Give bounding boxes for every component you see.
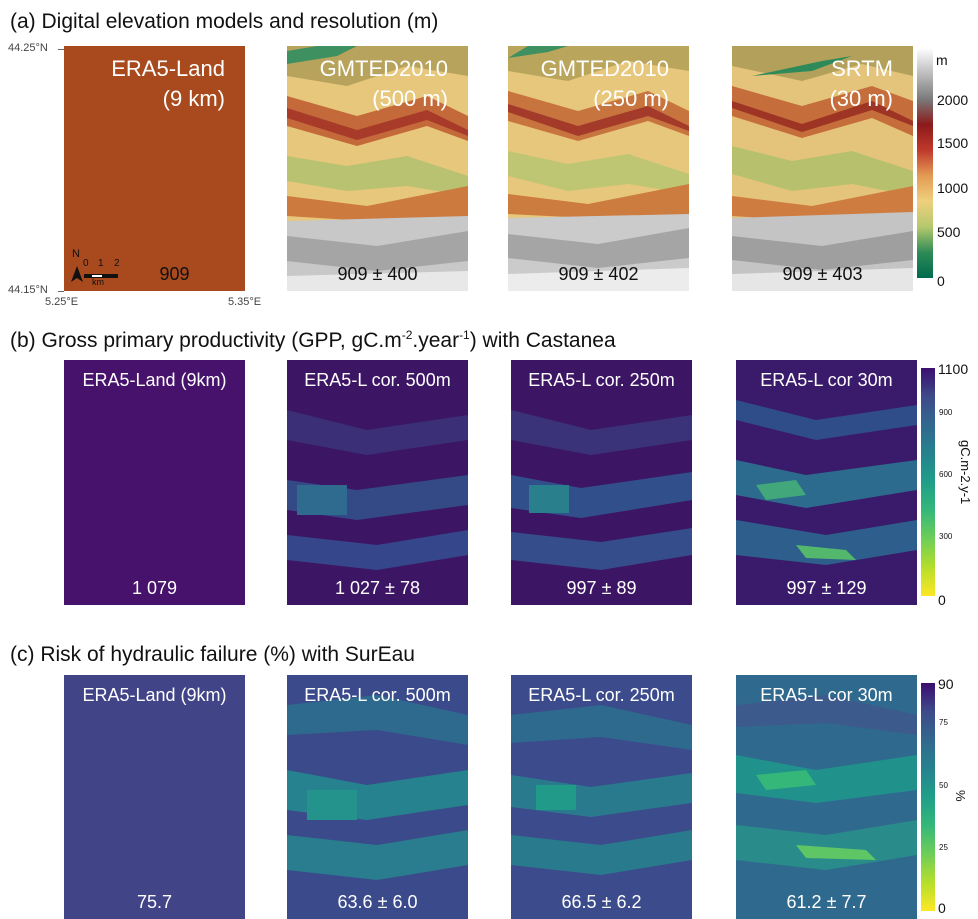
scale-unit: km — [92, 277, 104, 287]
risk-panel-era5: ERA5-Land (9km) 75.7 — [64, 675, 245, 919]
scale-1: 1 — [98, 258, 104, 269]
north-label: N — [72, 248, 80, 260]
dem-srtm-title: SRTM (30 m) — [829, 54, 893, 113]
gpp-tick-1100: 1100 — [938, 361, 969, 377]
risk-500m-value: 63.6 ± 6.0 — [337, 892, 418, 912]
gpp-30m-value: 997 ± 129 — [786, 578, 867, 598]
risk-era5-title: ERA5-Land (9km) — [82, 685, 227, 705]
gpp-250m-value: 997 ± 89 — [566, 578, 637, 598]
dem-gmted250-line2: (250 m) — [593, 85, 669, 111]
gpp-tick-600: 600 — [939, 470, 953, 479]
scale-0: 0 — [83, 258, 89, 269]
gpp-500m-title: ERA5-L cor. 500m — [304, 370, 451, 390]
dem-gmted500-line1: GMTED2010 — [319, 56, 448, 81]
elevation-tick-500: 500 — [937, 224, 961, 240]
risk-250m-title: ERA5-L cor. 250m — [528, 685, 675, 705]
elevation-colorbar — [917, 48, 933, 278]
lat-top-label: 44.25°N — [8, 42, 48, 54]
elevation-tick-1000: 1000 — [937, 180, 969, 196]
risk-tick-90: 90 — [938, 676, 954, 692]
risk-panel-500m: ERA5-L cor. 500m 63.6 ± 6.0 — [287, 675, 468, 919]
gpp-500m-value: 1 027 ± 78 — [335, 578, 420, 598]
dem-era5-value: 909 — [159, 264, 190, 284]
gpp-panel-era5: ERA5-Land (9km) 1 079 — [64, 360, 245, 605]
risk-panel-30m: ERA5-L cor 30m 61.2 ± 7.7 — [736, 675, 917, 919]
section-b-title: (b) Gross primary productivity (GPP, gC.… — [10, 328, 616, 353]
gpp-30m-title: ERA5-L cor 30m — [760, 370, 893, 390]
risk-30m-title: ERA5-L cor 30m — [760, 685, 893, 705]
section-b-title-mid: .year — [412, 329, 460, 352]
section-c-title: (c) Risk of hydraulic failure (%) with S… — [10, 643, 415, 666]
scale-bar-white — [92, 275, 102, 277]
risk-tick-0: 0 — [938, 900, 946, 916]
section-b-sup1: -2 — [401, 328, 413, 342]
dem-gmted500-line2: (500 m) — [372, 85, 448, 111]
risk-tick-50: 50 — [939, 781, 948, 790]
risk-30m-value: 61.2 ± 7.7 — [786, 892, 867, 912]
gpp-tick-300: 300 — [939, 532, 953, 541]
gpp-colorbar-label: gC.m-2.y-1 — [958, 440, 973, 505]
dem-gmted250-value: 909 ± 402 — [558, 264, 639, 284]
lat-top-tick — [58, 49, 64, 50]
elevation-tick-2000: 2000 — [937, 92, 969, 108]
gpp-tick-0: 0 — [938, 592, 946, 608]
risk-tick-75: 75 — [939, 718, 948, 727]
dem-panel-gmted500: GMTED2010 (500 m) 909 ± 400 — [287, 46, 468, 291]
dem-era5-line1: ERA5-Land — [111, 56, 225, 81]
risk-colorbar-label: % — [953, 790, 968, 802]
section-a-title: (a) Digital elevation models and resolut… — [10, 10, 439, 33]
gpp-panel-30m: ERA5-L cor 30m 997 ± 129 — [736, 360, 917, 605]
section-b-title-pre: (b) Gross primary productivity (GPP, gC.… — [10, 329, 402, 352]
dem-srtm-value: 909 ± 403 — [782, 264, 863, 284]
gpp-era5-value: 1 079 — [131, 578, 178, 598]
gpp-colorbar — [921, 368, 935, 596]
lon-left-label: 5.25°E — [45, 296, 79, 308]
gpp-panel-250m: ERA5-L cor. 250m 997 ± 89 — [511, 360, 692, 605]
gpp-era5-title: ERA5-Land (9km) — [82, 370, 227, 390]
gpp-250m-title: ERA5-L cor. 250m — [528, 370, 675, 390]
dem-gmted500-value: 909 ± 400 — [337, 264, 418, 284]
gpp-panel-500m: ERA5-L cor. 500m 1 027 ± 78 — [287, 360, 468, 605]
elevation-tick-0: 0 — [937, 273, 945, 289]
dem-panel-gmted250: GMTED2010 (250 m) 909 ± 402 — [508, 46, 689, 291]
north-arrow-icon — [71, 266, 83, 282]
elevation-colorbar-unit: m — [936, 52, 948, 68]
risk-500m-title: ERA5-L cor. 500m — [304, 685, 451, 705]
section-b-sup2: -1 — [459, 328, 470, 342]
dem-panel-srtm: SRTM (30 m) 909 ± 403 — [732, 46, 913, 291]
dem-gmted250-title: GMTED2010 (250 m) — [541, 54, 669, 113]
dem-srtm-line2: (30 m) — [829, 85, 893, 111]
risk-tick-25: 25 — [939, 843, 948, 852]
risk-panel-250m: ERA5-L cor. 250m 66.5 ± 6.2 — [511, 675, 692, 919]
dem-era5-line2: (9 km) — [162, 85, 225, 111]
scale-2: 2 — [114, 258, 120, 269]
dem-srtm-line1: SRTM — [831, 56, 893, 81]
section-b-title-post: ) with Castanea — [469, 329, 616, 352]
risk-250m-value: 66.5 ± 6.2 — [561, 892, 642, 912]
gpp-tick-900: 900 — [939, 408, 953, 417]
dem-gmted250-line1: GMTED2010 — [540, 56, 669, 81]
lat-bottom-label: 44.15°N — [8, 284, 48, 296]
risk-era5-value: 75.7 — [136, 892, 173, 912]
elevation-tick-1500: 1500 — [937, 135, 969, 151]
lat-bottom-tick — [58, 291, 64, 292]
risk-colorbar — [921, 683, 935, 911]
dem-panel-era5-title: ERA5-Land (9 km) — [111, 54, 225, 113]
dem-panel-era5: ERA5-Land (9 km) N 0 1 2 km 909 — [64, 46, 245, 291]
lon-right-label: 5.35°E — [228, 296, 262, 308]
dem-gmted500-title: GMTED2010 (500 m) — [320, 54, 448, 113]
